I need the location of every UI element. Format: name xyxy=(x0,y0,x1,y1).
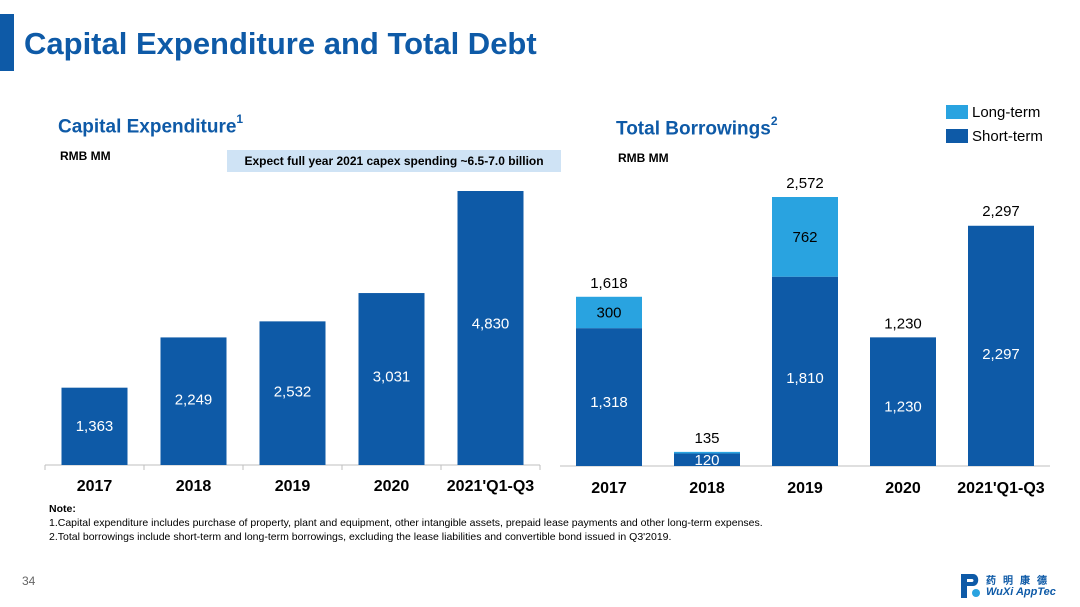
capex-category-label: 2017 xyxy=(77,478,113,495)
capex-callout: Expect full year 2021 capex spending ~6.… xyxy=(227,150,561,172)
capex-bar-2018 xyxy=(160,337,227,465)
logo-mark-icon xyxy=(961,574,980,598)
borrowings-category-label: 2020 xyxy=(885,480,921,497)
chart-legend: Long-term Short-term xyxy=(946,100,1043,148)
legend-swatch-long-term xyxy=(946,105,968,119)
page-number: 34 xyxy=(22,574,36,588)
note-line-2: 2.Total borrowings include short-term an… xyxy=(49,531,672,543)
capex-value-label: 2,532 xyxy=(274,383,312,400)
borrowings-unit-label: RMB MM xyxy=(618,151,669,165)
capex-title-footnote: 1 xyxy=(236,112,244,126)
borrowings-short-term-value-label: 120 xyxy=(694,452,719,469)
capex-category-label: 2020 xyxy=(374,478,410,495)
logo-english-name: WuXi AppTec xyxy=(986,586,1056,598)
note-line-1: 1.Capital expenditure includes purchase … xyxy=(49,517,763,529)
company-logo: 药明康德 WuXi AppTec xyxy=(958,572,1073,602)
capex-bar-2019 xyxy=(259,321,326,465)
legend-item-short-term: Short-term xyxy=(946,124,1043,148)
capex-unit-label: RMB MM xyxy=(60,149,111,163)
legend-label-short-term: Short-term xyxy=(972,127,1043,145)
borrowings-category-label: 2018 xyxy=(689,480,725,497)
legend-swatch-short-term xyxy=(946,129,968,143)
borrowings-chart-title: Total Borrowings2 xyxy=(616,114,778,140)
capex-value-label: 1,363 xyxy=(76,418,114,435)
borrowings-short-term-value-label: 1,230 xyxy=(884,399,922,416)
borrowings-short-term-value-label: 1,318 xyxy=(590,394,628,411)
borrowings-long-term-value-label: 762 xyxy=(792,229,817,246)
title-accent-bar xyxy=(0,14,14,71)
borrowings-short-term-value-label: 2,297 xyxy=(982,346,1020,363)
capex-bar-2021-q1-q3 xyxy=(457,191,524,465)
borrowings-short-term-bar-2017 xyxy=(576,328,642,466)
capex-category-label: 2019 xyxy=(275,478,311,495)
capex-category-label: 2018 xyxy=(176,478,212,495)
borrowings-long-term-bar-2019 xyxy=(772,197,838,277)
borrowings-long-term-value-label: 300 xyxy=(596,304,621,321)
capex-category-label: 2021'Q1-Q3 xyxy=(447,478,535,495)
borrowings-total-label: 2,297 xyxy=(982,203,1020,220)
page-title: Capital Expenditure and Total Debt xyxy=(24,26,537,61)
borrowings-short-term-value-label: 1,810 xyxy=(786,370,824,387)
borrowings-short-term-bar-2019 xyxy=(772,276,838,466)
capex-value-label: 3,031 xyxy=(373,369,411,386)
footnotes: Note: 1.Capital expenditure includes pur… xyxy=(49,502,763,544)
borrowings-total-label: 135 xyxy=(694,430,719,447)
note-title: Note: xyxy=(49,503,76,515)
borrowings-total-label: 1,230 xyxy=(884,315,922,332)
borrowings-short-term-bar-2020 xyxy=(870,337,936,466)
borrowings-short-term-bar-2021-q1-q3 xyxy=(968,225,1034,466)
borrowings-long-term-bar-2017 xyxy=(576,296,642,329)
capex-bar-2017 xyxy=(61,387,128,465)
borrowings-total-label: 2,572 xyxy=(786,175,824,192)
borrowings-long-term-bar-2018 xyxy=(674,451,740,454)
borrowings-short-term-bar-2018 xyxy=(674,453,740,466)
capex-title-text: Capital Expenditure xyxy=(58,116,237,138)
borrowings-total-label: 1,618 xyxy=(590,275,628,292)
capex-value-label: 2,249 xyxy=(175,392,213,409)
logo-chinese-name: 药明康德 xyxy=(986,576,1054,587)
legend-label-long-term: Long-term xyxy=(972,103,1041,121)
capex-value-label: 4,830 xyxy=(472,316,510,333)
capex-bar-2020 xyxy=(358,293,425,465)
borrowings-category-label: 2021'Q1-Q3 xyxy=(957,480,1045,497)
borrowings-title-footnote: 2 xyxy=(770,114,778,128)
borrowings-title-text: Total Borrowings xyxy=(616,118,771,140)
borrowings-category-label: 2019 xyxy=(787,480,823,497)
borrowings-category-label: 2017 xyxy=(591,480,627,497)
capex-chart-title: Capital Expenditure1 xyxy=(58,112,244,138)
legend-item-long-term: Long-term xyxy=(946,100,1043,124)
